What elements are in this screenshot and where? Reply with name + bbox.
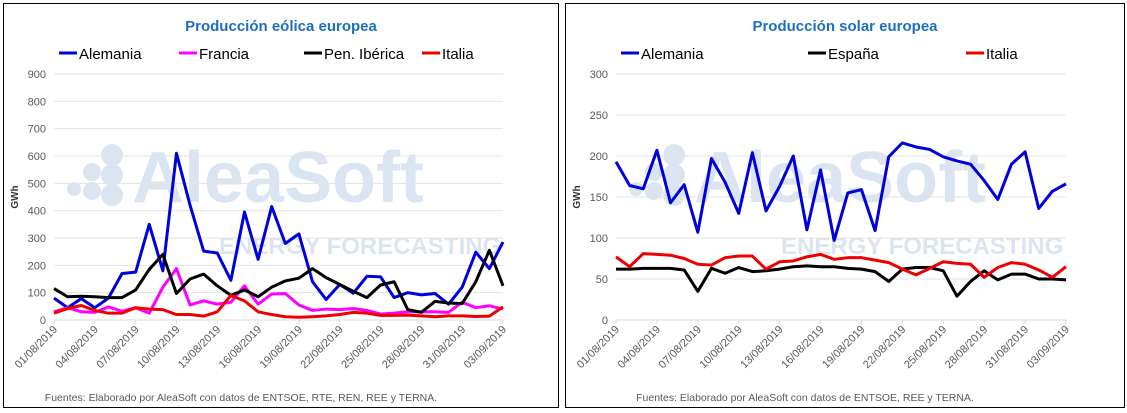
x-tick-label: 28/08/2019 [943, 324, 990, 371]
series-line-italia [53, 293, 504, 319]
x-tick-label: 31/08/2019 [421, 324, 468, 371]
y-tick-label: 200 [28, 260, 46, 272]
y-tick-label: 100 [590, 233, 608, 245]
watermark-dot [83, 182, 101, 200]
chart-title: Producción solar europea [752, 18, 938, 35]
x-tick-label: 01/08/2019 [575, 324, 622, 371]
legend-item: Alemania [59, 46, 142, 63]
y-tick-label: 0 [602, 315, 608, 327]
x-tick-label: 13/08/2019 [176, 324, 223, 371]
x-tick-label: 16/08/2019 [779, 324, 826, 371]
y-axis-label: GWh [10, 185, 21, 208]
x-tick-label: 25/08/2019 [339, 324, 386, 371]
y-tick-label: 700 [28, 124, 46, 136]
legend-label: Pen. Ibérica [324, 46, 405, 63]
y-tick-label: 300 [28, 233, 46, 245]
x-tick-label: 04/08/2019 [616, 324, 663, 371]
watermark-dot [663, 144, 685, 166]
chart-title: Producción eólica europea [185, 18, 377, 35]
x-tick-label: 07/08/2019 [657, 324, 704, 371]
y-tick-label: 0 [40, 315, 46, 327]
legend-label: Italia [442, 46, 474, 63]
x-tick-label: 16/08/2019 [217, 324, 264, 371]
source-footer: Fuentes: Elaborado por AleaSoft con dato… [636, 392, 974, 404]
watermark-dot [83, 163, 101, 181]
y-tick-label: 900 [28, 69, 46, 81]
x-tick-label: 03/09/2019 [1025, 324, 1072, 371]
y-tick-label: 500 [28, 178, 46, 190]
x-tick-label: 31/08/2019 [984, 324, 1031, 371]
watermark-brand: AleaSoft [694, 138, 986, 218]
watermark-dot [645, 182, 663, 200]
x-tick-label: 01/08/2019 [13, 324, 60, 371]
legend-item: Italia [966, 46, 1018, 63]
legend-label: Italia [986, 46, 1018, 63]
legend-label: Alemania [641, 46, 704, 63]
watermark-dot [101, 184, 123, 206]
x-tick-label: 19/08/2019 [258, 324, 305, 371]
wind-chart-panel: AleaSoft ENERGY FORECASTING 0 100 200 300 400 5… [3, 3, 559, 408]
legend-item: España [808, 46, 880, 63]
legend-item: Alemania [621, 46, 704, 63]
y-tick-label: 600 [28, 151, 46, 163]
y-tick-label: 100 [28, 288, 46, 300]
y-tick-label: 150 [590, 192, 608, 204]
series-line-pen-ibérica [53, 248, 505, 314]
legend-item: Francia [179, 46, 250, 63]
series-line-italia [615, 252, 1067, 279]
x-tick-label: 07/08/2019 [94, 324, 141, 371]
series-line-alemania [53, 151, 505, 310]
solar-chart-panel: AleaSoft ENERGY FORECASTING 0 50 100 150 200 25… [565, 3, 1125, 408]
legend-item: Italia [422, 46, 474, 63]
legend-label: Alemania [79, 46, 142, 63]
x-tick-label: 10/08/2019 [135, 324, 182, 371]
x-tick-label: 03/09/2019 [462, 324, 509, 371]
y-tick-label: 300 [590, 69, 608, 81]
legend-label: España [828, 46, 880, 63]
watermark-dot [101, 144, 123, 166]
watermark-brand: AleaSoft [132, 138, 424, 218]
watermark-dot [101, 164, 123, 186]
x-tick-label: 22/08/2019 [861, 324, 908, 371]
watermark-dot [663, 164, 685, 186]
y-axis-label: GWh [572, 185, 583, 208]
y-tick-label: 200 [590, 151, 608, 163]
series-line-españa [616, 264, 1067, 298]
y-tick-label: 400 [28, 206, 46, 218]
x-tick-label: 28/08/2019 [380, 324, 427, 371]
series-line-alemania [614, 141, 1067, 242]
x-tick-label: 10/08/2019 [697, 324, 744, 371]
x-tick-label: 13/08/2019 [738, 324, 785, 371]
x-tick-label: 19/08/2019 [820, 324, 867, 371]
x-tick-label: 04/08/2019 [54, 324, 101, 371]
y-tick-label: 800 [28, 96, 46, 108]
y-tick-label: 50 [596, 274, 608, 286]
legend-label: Francia [199, 46, 250, 63]
legend-item: Pen. Ibérica [304, 46, 405, 63]
source-footer: Fuentes: Elaborado por AleaSoft con dato… [45, 392, 437, 404]
x-tick-label: 22/08/2019 [298, 324, 345, 371]
watermark-dot [67, 182, 81, 196]
y-tick-label: 250 [590, 110, 608, 122]
x-tick-label: 25/08/2019 [902, 324, 949, 371]
